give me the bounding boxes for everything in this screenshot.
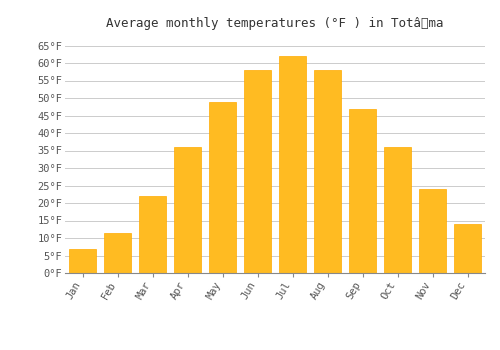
Bar: [384, 147, 410, 273]
Bar: [420, 189, 446, 273]
Bar: [454, 224, 480, 273]
Bar: [70, 248, 96, 273]
Bar: [174, 147, 201, 273]
Bar: [280, 56, 305, 273]
Bar: [104, 233, 130, 273]
Bar: [350, 108, 376, 273]
Bar: [210, 102, 236, 273]
Bar: [140, 196, 166, 273]
Bar: [314, 70, 340, 273]
Title: Average monthly temperatures (°F ) in Totâ​ma: Average monthly temperatures (°F ) in To…: [106, 17, 444, 30]
Bar: [244, 70, 270, 273]
